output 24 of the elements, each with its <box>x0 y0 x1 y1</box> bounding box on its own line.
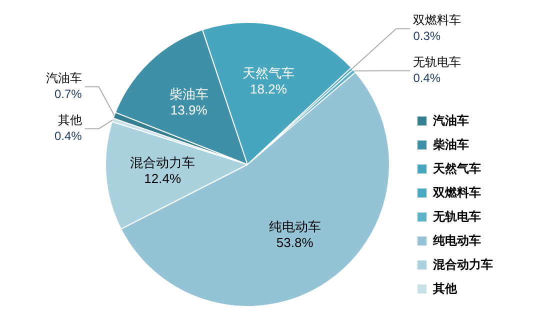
data-label: 18.2% <box>250 81 288 96</box>
legend-label: 双燃料车 <box>432 185 481 200</box>
slice-label: 天然气车 <box>242 65 294 80</box>
slice-label: 柴油车 <box>169 86 208 102</box>
legend-label: 混合动力车 <box>432 257 493 272</box>
legend-label: 其他 <box>432 281 458 296</box>
data-label: 0.4% <box>413 71 441 86</box>
legend-label: 纯电动车 <box>432 233 481 248</box>
data-label: 12.4% <box>144 171 182 186</box>
legend-label: 汽油车 <box>432 113 469 128</box>
data-label: 0.7% <box>54 87 82 102</box>
data-label: 13.9% <box>170 102 208 118</box>
legend-label: 柴油车 <box>432 137 469 152</box>
slice-label: 混合动力车 <box>130 155 196 170</box>
legend-label: 天然气车 <box>432 161 481 176</box>
slice-label: 纯电动车 <box>268 218 321 234</box>
slice-label: 无轨电车 <box>413 55 462 70</box>
data-label: 0.4% <box>54 129 82 144</box>
slice-label: 汽油车 <box>46 71 82 86</box>
slice-label: 双燃料车 <box>413 13 462 28</box>
legend-label: 无轨电车 <box>432 209 481 224</box>
data-label: 53.8% <box>276 234 314 250</box>
slice-label: 其他 <box>58 113 82 128</box>
data-label: 0.3% <box>413 29 441 44</box>
